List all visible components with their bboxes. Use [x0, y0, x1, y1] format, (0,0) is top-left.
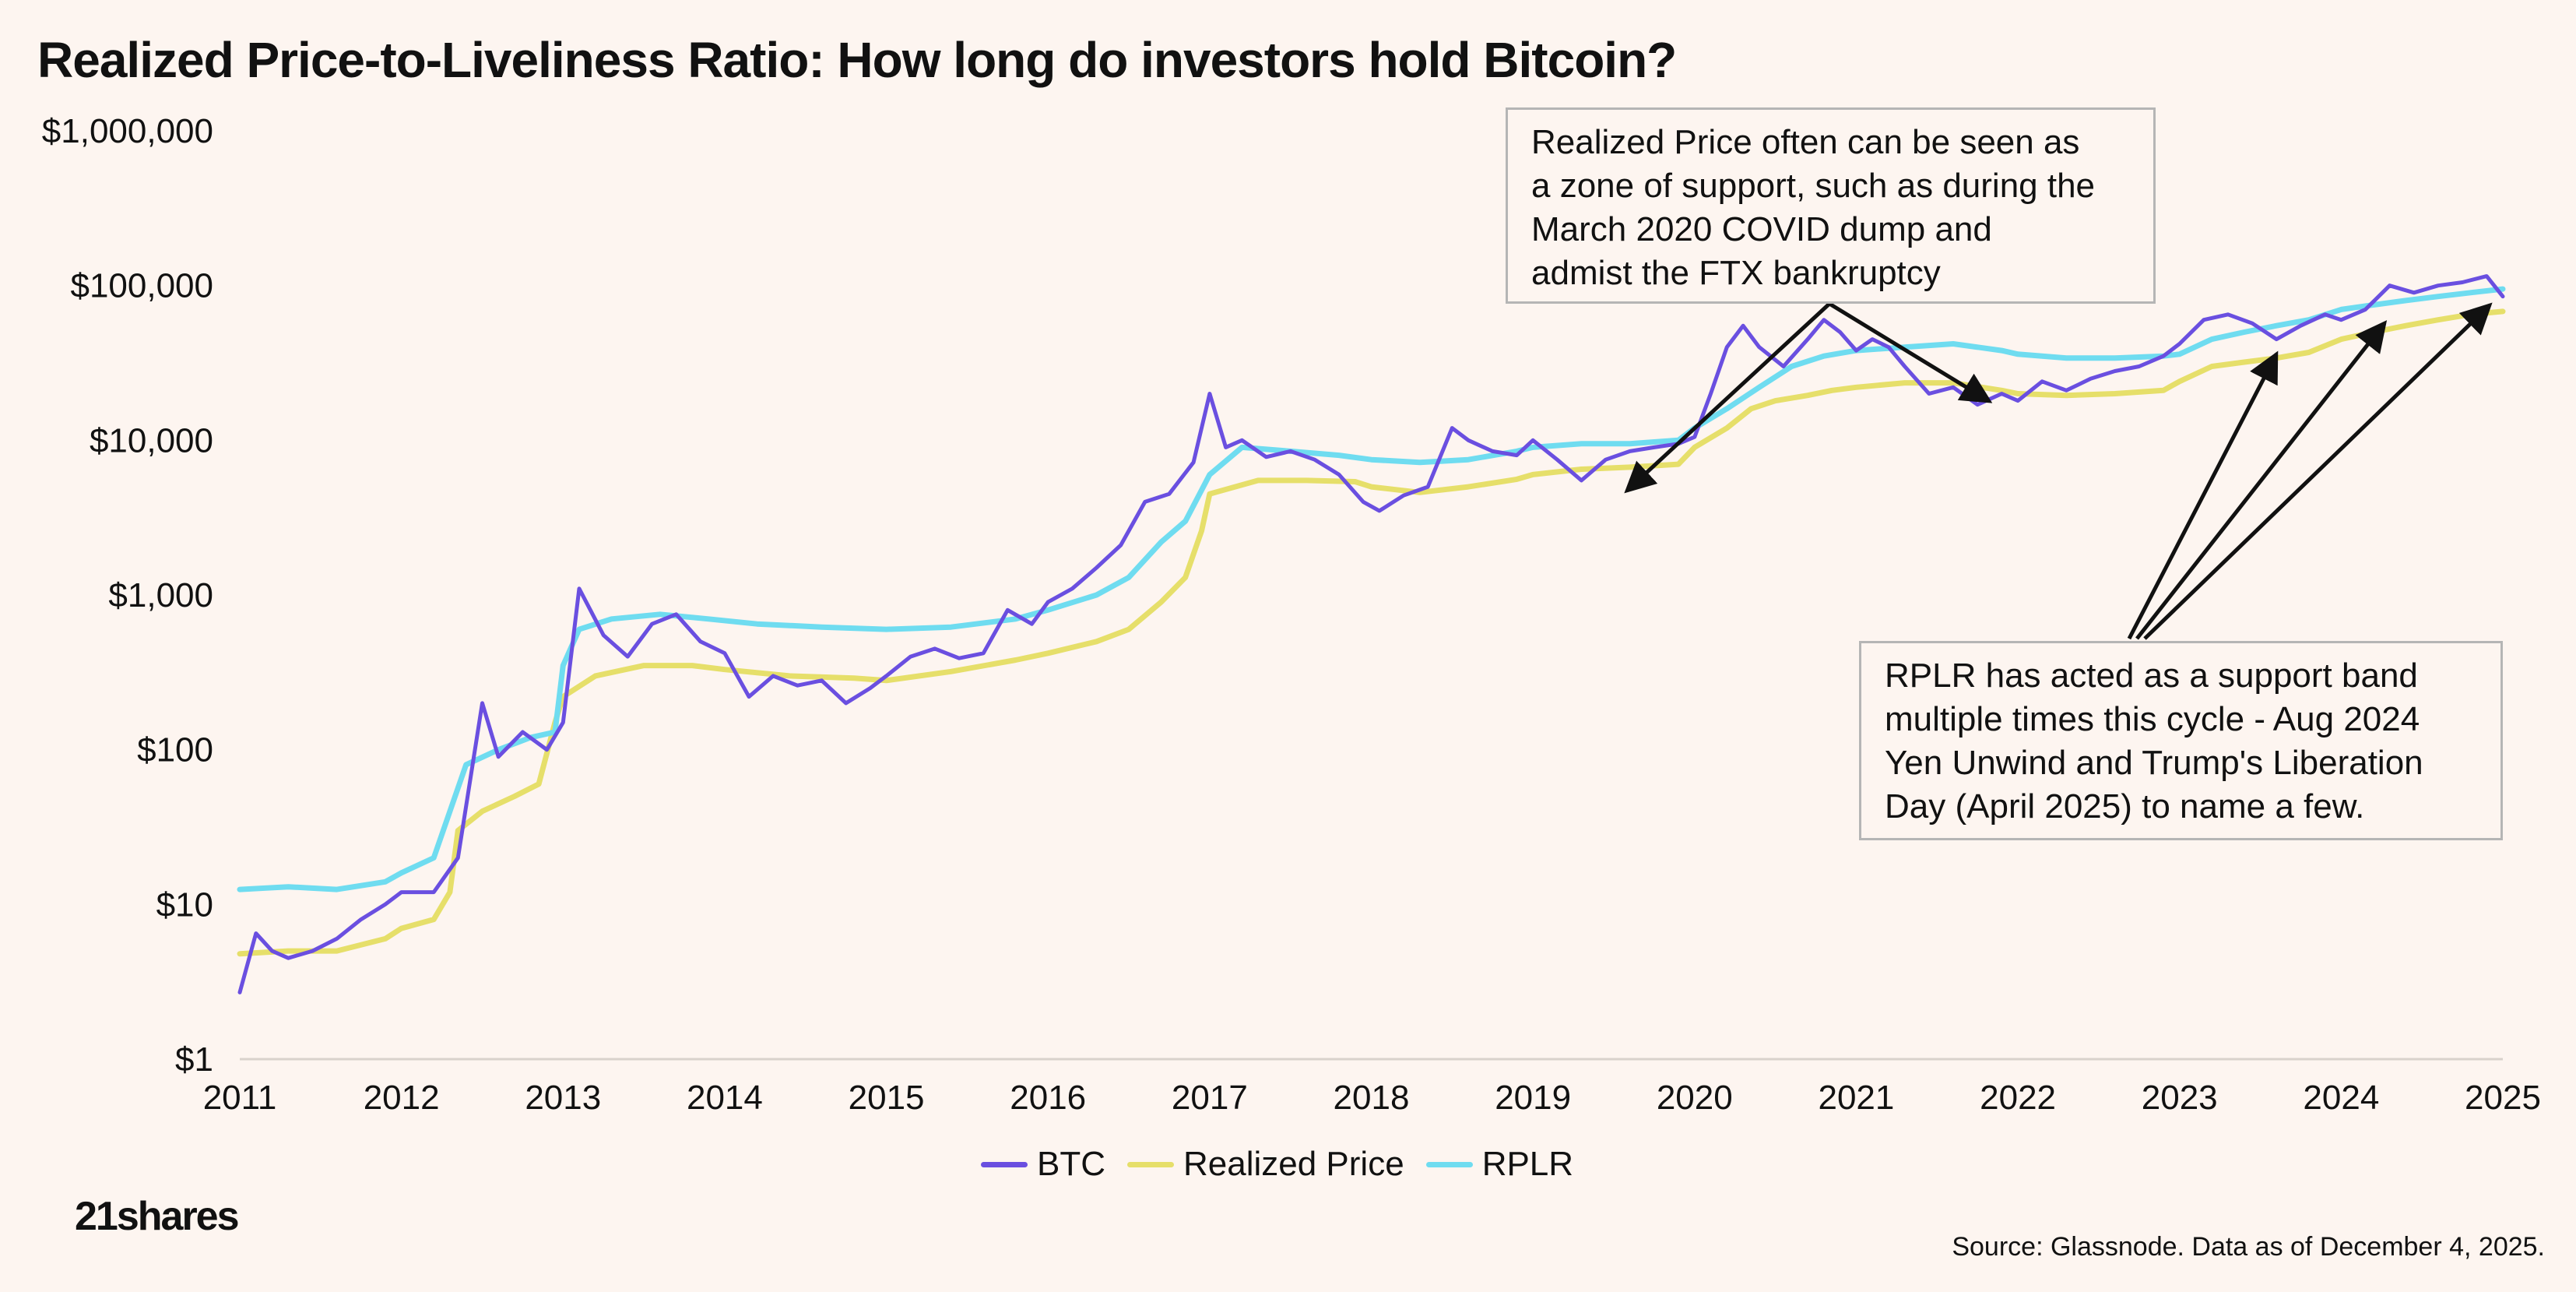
y-tick-label: $1,000,000 [42, 112, 213, 150]
x-tick-label: 2013 [525, 1079, 601, 1117]
legend-swatch-btc [981, 1161, 1028, 1167]
x-tick-label: 2024 [2303, 1079, 2379, 1117]
legend-label: Realized Price [1183, 1145, 1404, 1183]
x-tick-label: 2019 [1495, 1079, 1571, 1117]
annotation-line: Day (April 2025) to name a few. [1885, 787, 2365, 826]
legend-label: RPLR [1481, 1145, 1574, 1183]
y-tick-label: $1,000 [108, 576, 213, 614]
annotation-line: a zone of support, such as during the [1531, 167, 2096, 205]
annotation-realized-price: Realized Price often can be seen as a zo… [1506, 107, 2156, 304]
legend-label: BTC [1037, 1145, 1105, 1183]
legend: BTC Realized Price RPLR [981, 1145, 1573, 1184]
arrow-covid-dump [1624, 302, 1831, 494]
x-tick-label: 2016 [1010, 1079, 1086, 1117]
chart-title: Realized Price-to-Liveliness Ratio: How … [37, 32, 1677, 88]
y-tick-label: $100,000 [70, 267, 213, 305]
x-tick-label: 2011 [203, 1079, 277, 1117]
annotation-rplr: RPLR has acted as a support band multipl… [1859, 641, 2503, 840]
x-tick-label: 2017 [1172, 1079, 1248, 1117]
y-tick-label: $10,000 [90, 421, 213, 459]
y-tick-label: $10 [156, 885, 213, 924]
x-tick-label: 2023 [2142, 1079, 2218, 1117]
chart-axes: $1 $10 $100 $1,000 $10,000 $100,000 $1,000,000… [42, 112, 2541, 1117]
legend-swatch-rplr [1425, 1161, 1473, 1167]
x-tick-label: 2014 [687, 1079, 763, 1117]
annotation-line: admist the FTX bankruptcy [1531, 254, 1941, 292]
annotation-arrows [1624, 301, 2493, 640]
x-tick-label: 2025 [2465, 1079, 2541, 1117]
arrow-liberation-day [2135, 320, 2388, 640]
y-tick-label: $1 [175, 1040, 213, 1079]
x-tick-label: 2018 [1334, 1079, 1410, 1117]
annotation-line: Yen Unwind and Trump's Liberation [1885, 744, 2423, 782]
x-tick-label: 2012 [364, 1079, 440, 1117]
legend-item-rplr: RPLR [1425, 1145, 1574, 1184]
annotation-line: Realized Price often can be seen as [1531, 123, 2080, 161]
annotation-line: RPLR has acted as a support band [1885, 657, 2418, 695]
chart-series [237, 274, 2506, 995]
arrow-ftx-bankruptcy [1828, 301, 1993, 403]
series-line-rplr [237, 286, 2506, 892]
source-note: Source: Glassnode. Data as of December 4… [1952, 1232, 2545, 1262]
x-tick-label: 2021 [1818, 1079, 1894, 1117]
arrow-yen-unwind [2127, 350, 2279, 640]
series-line-btc [237, 274, 2505, 995]
x-tick-label: 2015 [849, 1079, 925, 1117]
y-tick-label: $100 [137, 731, 213, 769]
legend-item-btc: BTC [981, 1145, 1105, 1184]
arrow-recent [2143, 302, 2493, 640]
annotation-line: March 2020 COVID dump and [1531, 210, 1992, 248]
x-tick-label: 2022 [1980, 1079, 2056, 1117]
brand-logo: 21shares [75, 1194, 240, 1239]
legend-item-realized-price: Realized Price [1127, 1145, 1404, 1184]
legend-swatch-realized-price [1127, 1161, 1174, 1167]
x-tick-label: 2020 [1657, 1079, 1733, 1117]
annotation-line: multiple times this cycle - Aug 2024 [1885, 700, 2420, 738]
